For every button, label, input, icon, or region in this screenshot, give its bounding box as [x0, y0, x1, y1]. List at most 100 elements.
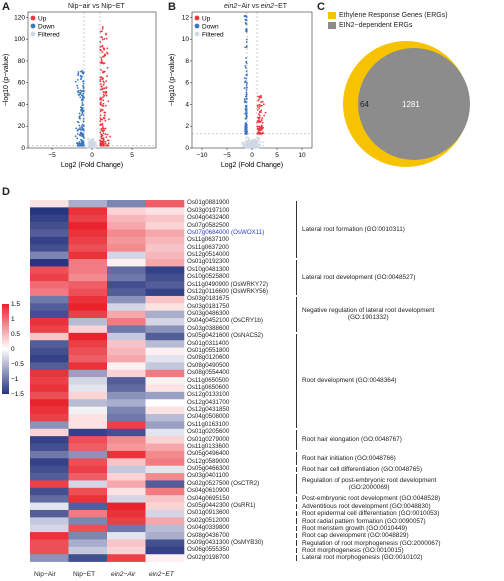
heatmap-cell	[145, 318, 185, 326]
point-up	[104, 104, 107, 107]
point-up	[103, 82, 105, 84]
point-up	[100, 97, 103, 100]
gene-label: Os01g0551800	[187, 347, 230, 354]
heatmap-cell	[30, 251, 69, 260]
point-filtered	[256, 137, 259, 140]
go-term-label: Regulation of post-embryonic root develo…	[302, 477, 436, 491]
heatmap-cell	[30, 517, 69, 526]
point-filtered	[248, 139, 251, 142]
y-tick-label: 80	[18, 58, 26, 65]
point-filtered	[257, 140, 260, 143]
point-down	[77, 71, 80, 73]
point-down	[245, 41, 248, 44]
heatmap-cell	[68, 421, 108, 430]
heatmap-cell	[107, 332, 146, 341]
heatmap-cell	[30, 524, 69, 533]
point-down	[80, 70, 82, 73]
heatmap-cell	[30, 450, 69, 459]
point-up	[102, 137, 105, 140]
point-down	[78, 133, 81, 136]
heatmap-cell	[68, 273, 108, 282]
go-term-bracket	[296, 466, 297, 473]
heatmap-cell	[145, 524, 185, 533]
point-down	[81, 102, 84, 104]
heatmap-cell	[68, 325, 108, 334]
heatmap-cell	[107, 214, 146, 223]
legend-dot	[30, 31, 36, 37]
heatmap-cell	[107, 450, 146, 459]
heatmap-cell	[30, 465, 69, 474]
point-up	[105, 33, 107, 36]
go-term-name: Root cap development (GO:0048829)	[302, 532, 409, 540]
point-up	[106, 139, 109, 142]
heatmap-cell	[68, 502, 108, 511]
panel-d-label: D	[2, 186, 10, 198]
heatmap-cell	[107, 414, 146, 422]
heatmap-cell	[68, 229, 108, 238]
point-down	[79, 132, 82, 135]
gene-label: Os12g0589000	[187, 457, 230, 465]
heatmap-cell	[107, 244, 146, 252]
point-down	[245, 116, 248, 119]
point-down	[74, 80, 77, 83]
heatmap-cell	[145, 229, 185, 238]
point-down	[77, 89, 80, 92]
heatmap-cell	[68, 318, 108, 326]
go-term-id: (GO:2000069)	[348, 484, 390, 492]
go-term-name: Root hair cell differentiation (GO:00487…	[302, 465, 422, 473]
heatmap-cell	[107, 340, 146, 348]
heatmap-cell	[107, 229, 146, 238]
go-term-label: Post-embryonic root development (GO:0048…	[302, 495, 440, 502]
heatmap-cell	[107, 222, 146, 230]
venn-circle-ein2	[358, 48, 470, 160]
y-tick-label: 8	[185, 58, 189, 65]
point-up	[101, 36, 104, 39]
heatmap-cell	[30, 281, 69, 289]
heatmap-cell	[145, 391, 185, 400]
column-label-ein2-et: ein2−ET	[149, 571, 174, 578]
heatmap-cell	[68, 251, 108, 260]
point-up	[99, 110, 102, 113]
go-term-label: Lateral root formation (GO:0010311)	[302, 226, 405, 233]
point-filtered	[258, 136, 261, 139]
point-down	[243, 77, 246, 80]
gene-label: Os12g0431850	[187, 406, 230, 414]
color-scale-tick: −1.5	[11, 391, 24, 398]
go-term-name: Root hair elongation (GO:0048767)	[302, 436, 402, 444]
color-scale-bar	[2, 304, 9, 394]
heatmap-cell	[30, 399, 69, 407]
x-tick-label: 10	[298, 152, 306, 159]
gene-label: Os02g0512000	[187, 516, 230, 524]
venn-legend-ein2-swatch	[328, 22, 336, 29]
point-up	[261, 100, 264, 103]
gene-label: Os08g0490500	[187, 361, 230, 369]
heatmap-cell	[68, 524, 108, 533]
go-term-name: Root radial pattern formation (GO:009005…	[302, 517, 426, 525]
point-down	[79, 92, 82, 94]
point-up	[105, 136, 108, 139]
point-up	[100, 69, 102, 71]
legend-label: Up	[202, 16, 211, 23]
point-down	[81, 144, 84, 147]
point-down	[245, 126, 248, 129]
legend-label: Filtered	[38, 32, 60, 39]
point-up	[106, 144, 109, 146]
point-up	[99, 88, 102, 91]
heatmap-cell	[145, 295, 185, 304]
point-down	[82, 110, 85, 112]
y-axis-label: −log10 (p−value)	[169, 54, 176, 107]
heatmap-cell	[30, 354, 69, 363]
gene-label: Os11g0637100	[187, 236, 229, 244]
point-down	[243, 87, 246, 89]
point-up	[101, 118, 104, 121]
x-tick-label: −10	[196, 152, 207, 159]
heatmap-cell	[30, 244, 69, 252]
point-down	[81, 98, 84, 101]
point-up	[99, 80, 102, 83]
heatmap-cell	[107, 524, 146, 533]
point-up	[258, 111, 261, 114]
y-tick-label: 120	[14, 14, 25, 21]
point-down	[245, 89, 248, 91]
point-down	[81, 123, 84, 126]
y-tick-label: 40	[18, 101, 26, 108]
